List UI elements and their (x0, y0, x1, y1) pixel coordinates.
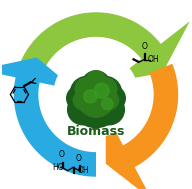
Circle shape (84, 90, 97, 103)
Circle shape (102, 98, 113, 110)
Text: OH: OH (77, 166, 89, 175)
Circle shape (94, 94, 124, 125)
Circle shape (68, 94, 98, 125)
Text: O: O (59, 150, 65, 159)
Circle shape (67, 86, 91, 111)
Circle shape (75, 77, 98, 100)
Circle shape (100, 91, 119, 110)
Circle shape (70, 77, 103, 109)
Circle shape (89, 77, 122, 109)
Polygon shape (0, 57, 96, 177)
Circle shape (94, 83, 109, 98)
Bar (94, 112, 98, 129)
Circle shape (86, 71, 106, 92)
Circle shape (54, 53, 138, 136)
Circle shape (70, 77, 122, 128)
Text: OH: OH (147, 55, 159, 64)
Polygon shape (20, 12, 190, 82)
Text: O: O (76, 154, 82, 163)
Polygon shape (106, 64, 178, 189)
Text: Biomass: Biomass (67, 125, 125, 138)
Circle shape (94, 77, 117, 100)
Text: HO: HO (52, 163, 64, 172)
Text: O: O (141, 42, 147, 51)
Circle shape (101, 86, 125, 111)
Circle shape (82, 71, 110, 99)
Circle shape (77, 79, 115, 117)
Circle shape (73, 91, 92, 110)
